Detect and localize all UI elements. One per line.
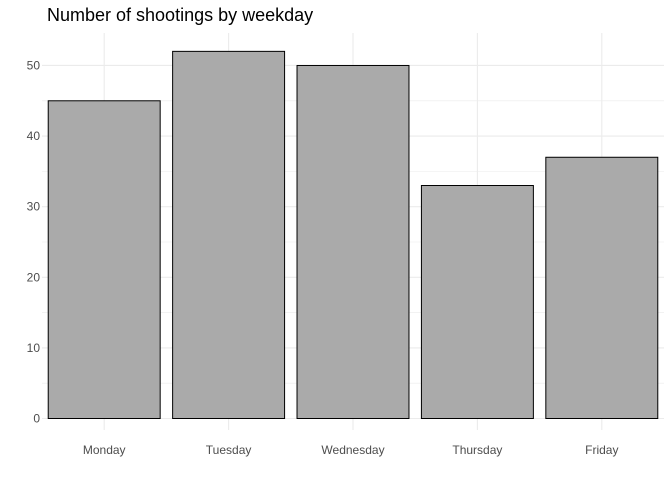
bar-friday bbox=[545, 156, 659, 419]
y-tick-label: 50 bbox=[27, 58, 41, 72]
y-tick-label: 20 bbox=[27, 270, 41, 284]
y-tick-label: 10 bbox=[27, 341, 41, 355]
bar-tuesday bbox=[172, 50, 286, 419]
y-tick-label: 30 bbox=[27, 200, 41, 214]
bar-monday bbox=[47, 100, 161, 420]
bar-wednesday bbox=[296, 64, 410, 419]
x-tick-label: Thursday bbox=[452, 443, 502, 457]
y-tick-label: 0 bbox=[33, 412, 40, 426]
bar-layer bbox=[47, 50, 659, 420]
bar-thursday bbox=[420, 185, 534, 419]
y-tick-label: 40 bbox=[27, 129, 41, 143]
x-tick-label: Tuesday bbox=[206, 443, 252, 457]
x-tick-label: Wednesday bbox=[321, 443, 384, 457]
x-tick-label: Friday bbox=[585, 443, 618, 457]
chart-title: Number of shootings by weekday bbox=[47, 5, 314, 25]
axis-layer: 0 10 20 30 40 50 Monday Tuesday Wednesday Thursda… bbox=[27, 58, 619, 457]
x-tick-label: Monday bbox=[83, 443, 126, 457]
